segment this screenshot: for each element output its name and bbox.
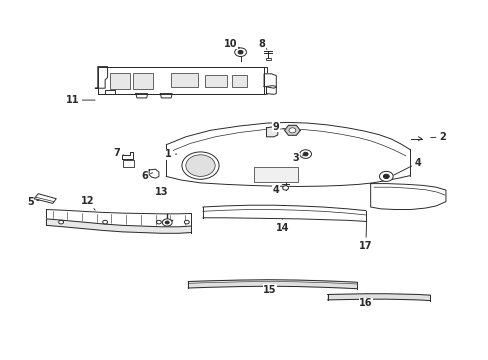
Polygon shape [266, 127, 277, 137]
Text: 7: 7 [113, 148, 125, 158]
Circle shape [383, 174, 388, 179]
Bar [254, 167, 298, 182]
Text: 11: 11 [65, 95, 95, 105]
Bar [171, 73, 198, 87]
Polygon shape [160, 94, 172, 98]
Bar [265, 58, 271, 60]
Polygon shape [327, 294, 429, 301]
Circle shape [165, 221, 169, 224]
Circle shape [288, 128, 295, 133]
Text: 15: 15 [263, 285, 276, 295]
Text: 10: 10 [224, 39, 239, 49]
Bar [123, 160, 134, 167]
Circle shape [303, 152, 307, 156]
Text: 17: 17 [358, 221, 372, 251]
Polygon shape [149, 169, 159, 178]
Circle shape [282, 186, 288, 190]
Circle shape [59, 220, 63, 224]
Bar [232, 75, 246, 87]
Polygon shape [203, 205, 365, 221]
Circle shape [184, 220, 189, 224]
Polygon shape [264, 74, 276, 88]
Polygon shape [122, 152, 133, 159]
Polygon shape [188, 280, 356, 289]
Bar [133, 73, 152, 89]
Polygon shape [266, 86, 276, 94]
Text: 5: 5 [27, 197, 39, 207]
Text: 6: 6 [141, 171, 152, 181]
Polygon shape [284, 125, 300, 135]
Polygon shape [34, 194, 56, 203]
Circle shape [234, 48, 246, 57]
Text: 1: 1 [165, 149, 177, 159]
Circle shape [162, 219, 172, 226]
Text: 16: 16 [358, 298, 372, 308]
Circle shape [185, 155, 215, 176]
Text: 12: 12 [81, 196, 95, 210]
Polygon shape [105, 90, 115, 94]
Circle shape [156, 220, 161, 224]
Circle shape [182, 152, 219, 179]
Polygon shape [136, 94, 147, 98]
Text: 2: 2 [430, 132, 445, 142]
Bar [205, 75, 227, 87]
Text: 4: 4 [393, 158, 421, 175]
Polygon shape [370, 184, 445, 210]
Text: 13: 13 [154, 186, 168, 197]
Circle shape [299, 150, 311, 158]
Polygon shape [46, 219, 190, 233]
Text: 4: 4 [272, 185, 282, 195]
Text: 3: 3 [292, 153, 303, 163]
Text: 8: 8 [258, 39, 266, 49]
Circle shape [102, 220, 107, 224]
Bar [110, 73, 129, 89]
Text: 14: 14 [275, 219, 289, 233]
Polygon shape [95, 67, 107, 88]
Polygon shape [166, 122, 409, 186]
Circle shape [238, 50, 243, 54]
FancyBboxPatch shape [98, 67, 266, 94]
Circle shape [379, 171, 392, 181]
Polygon shape [46, 210, 190, 227]
Text: 9: 9 [272, 122, 285, 132]
